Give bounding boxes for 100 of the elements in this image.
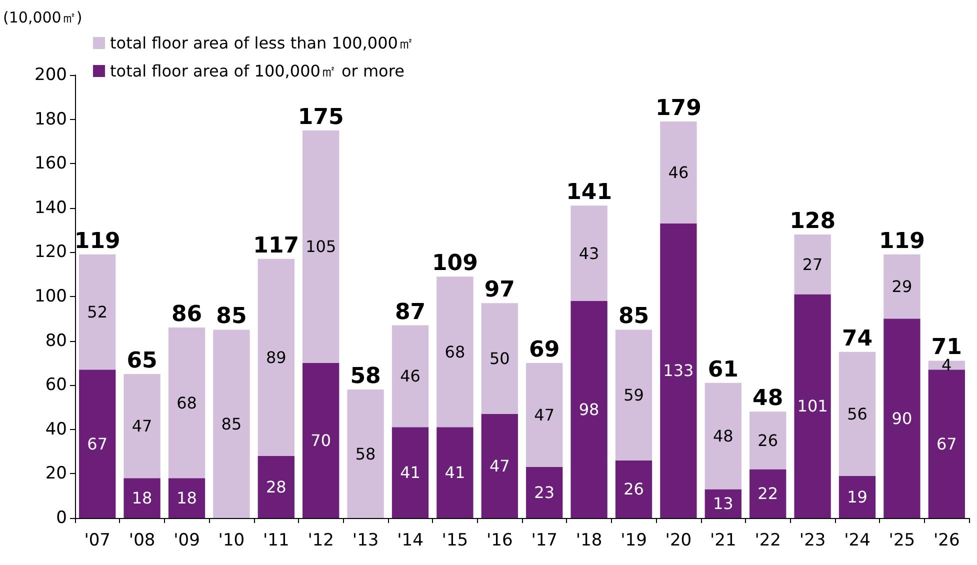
data-label: 41 [400,463,420,482]
total-label: 65 [126,348,158,374]
bar [302,130,340,363]
y-tick-label: 200 [34,65,67,85]
data-label: 67 [936,434,957,454]
x-tick-label: '17 [531,530,558,550]
bar [258,456,294,518]
y-tick-label: 0 [56,508,67,528]
y-tick-label: 120 [34,242,67,262]
bar [526,467,563,518]
x-tick-label: '19 [620,530,647,550]
bar [570,300,608,518]
bar [794,294,831,518]
x-tick-label: '12 [308,530,334,550]
y-tick-label: 180 [34,109,67,130]
bar [570,206,608,301]
x-tick-label: '13 [352,530,379,550]
data-label: 18 [176,488,197,508]
data-label: 52 [87,302,108,322]
bar [615,460,652,518]
x-tick-label: '10 [218,530,245,550]
data-label: 46 [668,162,689,182]
data-label: 133 [663,361,694,380]
bar [526,362,563,468]
bar [79,370,116,518]
bar [750,469,786,518]
total-label: 61 [708,357,738,382]
total-label: 85 [216,304,247,330]
bar [124,478,160,518]
bar [168,478,206,518]
total-label: 119 [74,228,120,254]
bar [704,382,742,490]
total-label: 48 [752,386,784,412]
bar [392,427,429,518]
bar [481,303,518,414]
bar [838,352,876,476]
y-tick-label: 100 [34,286,67,306]
x-tick-label: '15 [442,530,468,550]
data-label: 50 [489,349,510,368]
data-label: 23 [534,483,555,502]
total-label: 117 [253,233,300,258]
bar [928,370,965,518]
bar [884,318,920,518]
bar [884,254,920,319]
y-tick-label: 40 [45,419,67,440]
bar [436,427,474,518]
bar [660,223,697,518]
x-tick-label: '20 [665,530,692,550]
data-label: 26 [758,430,778,450]
data-label: 47 [534,406,555,425]
bar [168,328,206,478]
bar [302,362,340,518]
data-label: 59 [624,386,644,405]
data-label: 46 [400,366,420,386]
data-label: 90 [892,408,912,428]
legend-label: total floor area of less than 100,000㎡ [110,34,414,52]
data-label: 85 [221,414,242,434]
bar [124,374,160,478]
total-label: 128 [790,208,836,234]
data-label: 89 [266,348,286,367]
data-label: 47 [489,456,510,476]
x-tick-label: '18 [576,530,602,550]
x-tick-label: '26 [933,530,960,550]
data-label: 13 [712,494,734,514]
data-label: 19 [847,487,868,506]
x-tick-label: '22 [754,530,782,550]
bar [660,122,697,224]
data-label: 41 [444,463,466,482]
total-label: 69 [529,337,560,362]
data-label: 68 [444,342,466,362]
bar [436,276,474,428]
x-tick-label: '08 [128,530,156,550]
data-label: 58 [355,444,376,464]
total-label: 86 [171,302,202,328]
bar [213,330,250,518]
data-label: 29 [892,277,912,296]
x-tick-label: '24 [844,530,870,550]
data-label: 68 [176,393,197,412]
data-label: 18 [132,488,152,508]
bar [750,412,786,470]
total-label: 87 [394,300,426,325]
total-label: 175 [298,104,344,130]
bar [704,489,742,518]
bar [79,254,116,370]
y-axis-title: (10,000㎡) [3,8,82,26]
x-tick-label: '09 [174,530,200,550]
x-tick-label: '23 [799,530,826,550]
data-label: 101 [797,396,828,416]
bar [794,234,831,294]
data-label: 67 [87,434,108,454]
total-label: 58 [350,364,381,390]
y-tick-label: 20 [45,464,67,484]
bar [838,476,876,518]
x-tick-label: '11 [262,530,290,550]
data-label: 56 [847,404,868,424]
bar [392,325,429,428]
x-tick-label: '21 [710,530,736,550]
y-tick-label: 160 [34,154,67,174]
y-tick-label: 60 [45,375,67,396]
data-label: 43 [578,244,600,263]
